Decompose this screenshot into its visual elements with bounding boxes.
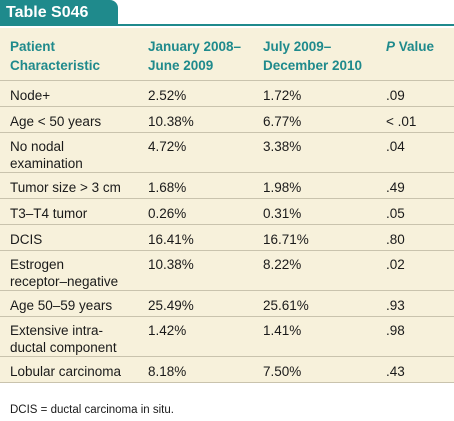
cell-p-value: .49 xyxy=(386,180,405,195)
cell-period-1: 8.18% xyxy=(148,364,187,379)
cell-characteristic: DCIS xyxy=(10,232,43,247)
cell-period-1: 1.42% xyxy=(148,323,187,338)
cell-period-2: 0.31% xyxy=(263,206,302,221)
cell-period-1: 2.52% xyxy=(148,88,187,103)
cell-characteristic: Lobular carcinoma xyxy=(10,364,122,379)
cell-period-2: 6.77% xyxy=(263,114,302,129)
header-value-word: Value xyxy=(395,39,435,54)
cell-period-2: 1.98% xyxy=(263,180,302,195)
table-body: Node+ 2.52% 1.72% .09 Age < 50 years 10.38% 6.… xyxy=(0,81,454,383)
cell-characteristic: T3–T4 tumor xyxy=(10,206,88,221)
table-row: No nodal examination 4.72% 3.38% .04 xyxy=(0,133,454,173)
header-patient-characteristic: Patient Characteristic xyxy=(10,39,101,73)
header-period-2: July 2009– December 2010 xyxy=(263,39,363,73)
data-table: Patient Characteristic January 2008– Jun… xyxy=(0,28,454,383)
cell-period-2: 25.61% xyxy=(263,298,309,313)
cell-period-2: 1.72% xyxy=(263,88,302,103)
cell-period-2: 1.41% xyxy=(263,323,302,338)
header-p-letter: P xyxy=(386,39,396,54)
cell-p-value: .98 xyxy=(386,323,405,338)
table-row: Tumor size > 3 cm 1.68% 1.98% .49 xyxy=(0,173,454,199)
cell-period-1: 0.26% xyxy=(148,206,187,221)
table-row: Age < 50 years 10.38% 6.77% < .01 xyxy=(0,107,454,133)
cell-p-value: .80 xyxy=(386,232,405,247)
cell-period-2: 7.50% xyxy=(263,364,302,379)
cell-period-2: 8.22% xyxy=(263,257,302,272)
table-row: DCIS 16.41% 16.71% .80 xyxy=(0,225,454,251)
table-row: Lobular carcinoma 8.18% 7.50% .43 xyxy=(0,357,454,383)
cell-characteristic: Age 50–59 years xyxy=(10,298,113,313)
cell-p-value: .93 xyxy=(386,298,405,313)
table-title: Table S046 xyxy=(0,0,118,26)
cell-period-1: 4.72% xyxy=(148,139,187,154)
cell-characteristic: Estrogen receptor–negative xyxy=(10,257,119,289)
cell-p-value: < .01 xyxy=(386,114,417,129)
table-row: Age 50–59 years 25.49% 25.61% .93 xyxy=(0,291,454,317)
table-row: Extensive intra- ductal component 1.42% 1.… xyxy=(0,317,454,357)
cell-p-value: .02 xyxy=(386,257,405,272)
cell-period-1: 25.49% xyxy=(148,298,194,313)
cell-period-2: 16.71% xyxy=(263,232,309,247)
table-header: Patient Characteristic January 2008– Jun… xyxy=(0,28,454,81)
cell-p-value: .05 xyxy=(386,206,405,221)
table-footnote: DCIS = ductal carcinoma in situ. xyxy=(10,404,174,416)
table-row: Estrogen receptor–negative 10.38% 8.22% .02 xyxy=(0,251,454,291)
cell-period-1: 16.41% xyxy=(148,232,194,247)
cell-characteristic: Tumor size > 3 cm xyxy=(10,180,121,195)
header-period-1: January 2008– June 2009 xyxy=(148,39,242,73)
cell-period-1: 1.68% xyxy=(148,180,187,195)
cell-period-1: 10.38% xyxy=(148,114,194,129)
header-p-value: P Value xyxy=(386,37,446,56)
cell-characteristic: Extensive intra- ductal component xyxy=(10,323,117,355)
title-bar: Table S046 xyxy=(0,0,454,26)
cell-characteristic: No nodal examination xyxy=(10,139,83,171)
cell-p-value: .43 xyxy=(386,364,405,379)
cell-characteristic: Age < 50 years xyxy=(10,114,102,129)
cell-period-1: 10.38% xyxy=(148,257,194,272)
cell-p-value: .09 xyxy=(386,88,405,103)
cell-characteristic: Node+ xyxy=(10,88,51,103)
cell-period-2: 3.38% xyxy=(263,139,302,154)
cell-p-value: .04 xyxy=(386,139,405,154)
table-row: Node+ 2.52% 1.72% .09 xyxy=(0,81,454,107)
table-row: T3–T4 tumor 0.26% 0.31% .05 xyxy=(0,199,454,225)
